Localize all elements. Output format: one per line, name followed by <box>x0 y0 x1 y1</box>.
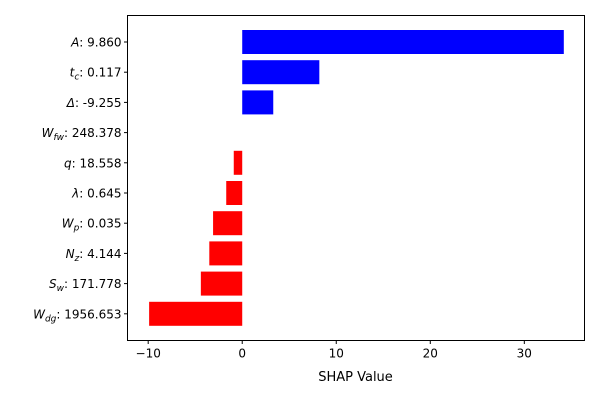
y-tick-label-var-3: W <box>42 126 55 140</box>
x-axis: −10 0 10 20 30 <box>136 340 532 361</box>
x-axis-title: SHAP Value <box>318 370 393 385</box>
y-tick-label-value-6: : 0.035 <box>79 217 121 231</box>
y-tick-label-value-7: : 4.144 <box>79 247 121 261</box>
y-tick-label-8: Sw: 171.778 <box>49 277 121 294</box>
y-tick-label-var-6: W <box>62 217 75 231</box>
x-tick-label-2: 10 <box>329 347 344 361</box>
y-tick-label-sub-8: w <box>57 284 65 294</box>
bar-7 <box>209 241 243 266</box>
y-tick-label-value-2: : -9.255 <box>75 96 122 110</box>
y-tick-label-var-9: W <box>33 307 46 321</box>
y-tick-label-2: Δ: -9.255 <box>66 96 122 110</box>
bar-0 <box>242 30 564 54</box>
x-tick-label-0: −10 <box>136 347 161 361</box>
bar-1 <box>242 60 320 85</box>
y-tick-label-sub-6: p <box>73 224 80 234</box>
y-axis: A: 9.860 tc: 0.117 Δ: -9.255 Wfw: 248.378 q:… <box>33 36 128 324</box>
y-tick-label-var-4: q <box>64 156 72 170</box>
bar-4 <box>233 150 243 175</box>
y-tick-label-sub-9: dg <box>45 314 57 324</box>
y-tick-label-4: q: 18.558 <box>64 156 121 170</box>
y-tick-label-var-7: N <box>66 247 75 261</box>
bars-layer <box>149 30 564 326</box>
plot-frame <box>127 15 585 341</box>
y-tick-label-9: Wdg: 1956.653 <box>33 307 121 324</box>
y-tick-label-var-8: S <box>49 277 57 291</box>
y-tick-label-7: Nz: 4.144 <box>66 247 122 264</box>
y-tick-label-value-4: : 18.558 <box>72 156 122 170</box>
y-tick-label-sub-3: fw <box>53 133 64 143</box>
x-tick-label-1: 0 <box>238 347 246 361</box>
x-tick-label-3: 20 <box>423 347 438 361</box>
y-tick-label-value-0: : 9.860 <box>79 36 121 50</box>
y-tick-label-var-2: Δ <box>66 96 75 110</box>
y-tick-label-sub-7: z <box>74 254 80 264</box>
y-tick-label-value-5: : 0.645 <box>79 187 121 201</box>
y-tick-label-value-3: : 248.378 <box>64 126 121 140</box>
y-tick-label-0: A: 9.860 <box>70 36 121 50</box>
y-tick-label-value-9: : 1956.653 <box>56 307 121 321</box>
y-tick-label-6: Wp: 0.035 <box>62 217 122 234</box>
bar-5 <box>226 181 243 205</box>
y-tick-label-3: Wfw: 248.378 <box>42 126 122 143</box>
bar-6 <box>213 211 243 236</box>
x-tick-label-4: 30 <box>517 347 532 361</box>
y-tick-label-1: tc: 0.117 <box>70 66 122 83</box>
y-tick-label-value-8: : 171.778 <box>64 277 121 291</box>
y-tick-label-var-5: λ <box>71 187 79 201</box>
y-tick-label-var-1: t <box>70 66 76 80</box>
bar-2 <box>242 90 274 115</box>
bar-9 <box>149 301 243 326</box>
y-tick-label-sub-1: c <box>74 73 79 83</box>
y-tick-label-5: λ: 0.645 <box>71 187 121 201</box>
y-tick-label-value-1: : 0.117 <box>79 66 121 80</box>
y-tick-label-var-0: A <box>70 36 79 50</box>
bar-8 <box>200 271 243 296</box>
